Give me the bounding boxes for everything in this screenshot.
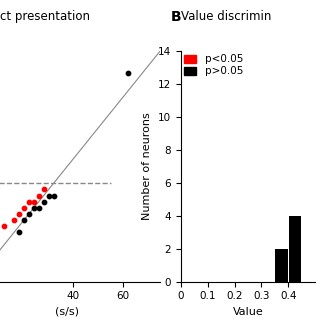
Point	[26, 212, 31, 217]
Bar	[276, 249, 288, 282]
Y-axis label: Number of neurons: Number of neurons	[142, 113, 152, 220]
Point	[31, 199, 36, 204]
Legend: p<0.05, p>0.05: p<0.05, p>0.05	[183, 53, 244, 77]
Point	[26, 199, 31, 204]
Point	[31, 205, 36, 211]
Point	[125, 70, 130, 75]
Bar	[289, 216, 301, 282]
Point	[51, 193, 56, 198]
Point	[41, 199, 46, 204]
Point	[16, 230, 21, 235]
Point	[21, 205, 27, 211]
Point	[16, 212, 21, 217]
Point	[36, 205, 41, 211]
Point	[2, 224, 7, 229]
Text: ct presentation: ct presentation	[0, 10, 90, 23]
X-axis label: Value: Value	[233, 307, 263, 317]
Text: B: B	[171, 10, 182, 24]
Text: Value discrimin: Value discrimin	[181, 10, 271, 23]
Point	[36, 193, 41, 198]
Point	[12, 218, 17, 223]
Point	[41, 187, 46, 192]
X-axis label: (s/s): (s/s)	[55, 307, 79, 317]
Point	[21, 218, 27, 223]
Point	[46, 193, 51, 198]
